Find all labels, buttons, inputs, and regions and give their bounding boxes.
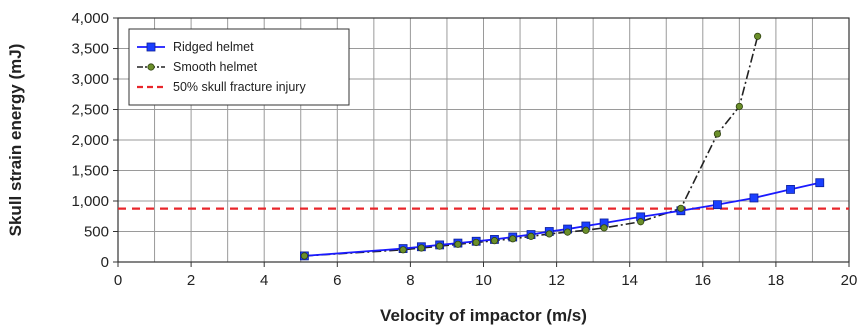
- y-tick-label: 0: [101, 254, 109, 271]
- y-tick-label: 3,500: [71, 41, 109, 58]
- x-tick-label: 12: [548, 272, 565, 289]
- smooth-helmet-point: [582, 226, 590, 234]
- smooth-helmet-point: [472, 238, 480, 247]
- x-tick-label: 16: [694, 272, 711, 289]
- smooth-helmet-point: [735, 102, 743, 111]
- smooth-helmet-point: [545, 230, 553, 238]
- smooth-helmet-point: [637, 218, 645, 226]
- x-tick-label: 6: [333, 272, 341, 289]
- legend-threshold-label: 50% skull fracture injury: [173, 80, 306, 94]
- smooth-helmet-point: [490, 237, 499, 245]
- ridged-helmet-point: [749, 193, 759, 203]
- y-tick-label: 1,000: [71, 193, 109, 210]
- y-tick-label: 3,000: [71, 71, 109, 88]
- smooth-helmet-point: [527, 232, 535, 240]
- legend-ridged-label: Ridged helmet: [173, 40, 254, 54]
- smooth-helmet-point: [600, 224, 608, 232]
- legend-box: [128, 28, 350, 106]
- ridged-helmet-point: [713, 200, 722, 210]
- ridged-helmet-point: [815, 178, 825, 188]
- y-tick-label: 2,000: [71, 132, 109, 149]
- x-tick-label: 14: [621, 272, 638, 289]
- y-axis-title: Skull strain energy (mJ): [6, 44, 25, 237]
- x-tick-label: 20: [841, 272, 858, 289]
- y-tick-label: 2,500: [71, 102, 109, 119]
- y-tick-label: 4,000: [71, 10, 109, 27]
- legend-smooth-label: Smooth helmet: [173, 60, 258, 74]
- smooth-helmet-point: [754, 32, 762, 40]
- legend-ridged-marker: [146, 42, 156, 52]
- y-tick-label: 1,500: [71, 163, 109, 180]
- x-tick-label: 0: [114, 272, 122, 289]
- x-axis-title: Velocity of impactor (m/s): [380, 306, 587, 325]
- y-tick-label: 500: [84, 224, 109, 241]
- x-tick-label: 18: [768, 272, 785, 289]
- legend: Ridged helmet Smooth helmet 50% skull frac…: [128, 28, 350, 106]
- legend-smooth-marker: [147, 63, 155, 71]
- smooth-helmet-point: [677, 204, 685, 212]
- ridged-helmet-point: [786, 185, 795, 194]
- smooth-helmet-point: [454, 240, 462, 248]
- smooth-helmet-point: [509, 235, 517, 243]
- x-tick-label: 8: [406, 272, 414, 289]
- smooth-helmet-point: [417, 244, 425, 252]
- x-tick-label: 10: [475, 272, 492, 289]
- x-tick-label: 4: [260, 272, 268, 289]
- smooth-helmet-point: [399, 246, 407, 254]
- smooth-helmet-point: [436, 242, 444, 250]
- smooth-helmet-point: [300, 252, 309, 260]
- smooth-helmet-point: [713, 130, 722, 138]
- x-tick-label: 2: [187, 272, 195, 289]
- smooth-helmet-point: [563, 228, 572, 236]
